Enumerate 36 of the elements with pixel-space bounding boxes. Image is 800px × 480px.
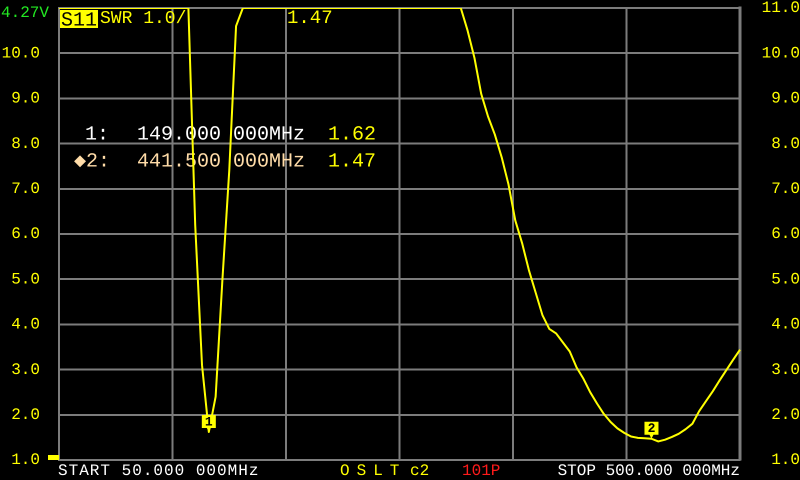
annotation: ◆2:: [74, 150, 110, 174]
y-tick-label: 10.0: [2, 44, 40, 62]
annotation: 1:: [85, 123, 110, 146]
annotation: SWR 1.0/: [100, 8, 186, 29]
annotation: 1.62: [328, 123, 376, 146]
y2-tick-label: 1.0: [771, 451, 800, 470]
y-tick-label: 1.0: [11, 451, 40, 470]
annotation: 1.47: [328, 150, 376, 174]
y2-tick-label: 10.0: [762, 44, 800, 62]
series-label: S11: [61, 9, 98, 32]
y2-tick-label: 9.0: [771, 90, 800, 108]
y2-tick-label: 7.0: [771, 180, 800, 198]
annotation: 1.47: [287, 7, 333, 30]
text: c2: [410, 462, 430, 480]
y-tick-label: 5.0: [11, 270, 40, 288]
y-tick-label: 8.0: [11, 134, 40, 153]
y2-tick-label: 2.0: [771, 406, 800, 424]
y2-tick-label: 11.0: [762, 0, 800, 18]
y-tick-label: 9.0: [11, 90, 40, 108]
annotation: 2: [648, 421, 656, 436]
y-tick-label: 3.0: [11, 360, 40, 379]
y2-tick-label: 3.0: [771, 360, 800, 379]
y-tick-label: 7.0: [11, 180, 40, 198]
text: STOP 500.000 000MHz: [558, 462, 740, 480]
y2-tick-label: 5.0: [771, 270, 800, 288]
y2-tick-label: 6.0: [771, 225, 800, 244]
y2-tick-label: 4.0: [771, 316, 800, 334]
y-tick-label: 4.0: [11, 316, 40, 334]
text: START 50.000 000MHz: [58, 462, 260, 480]
text: 4.27V: [1, 4, 50, 22]
y-tick-label: 6.0: [11, 225, 40, 244]
y-tick-label: 2.0: [11, 406, 40, 424]
y2-tick-label: 8.0: [771, 134, 800, 153]
annotation: 1: [204, 414, 213, 430]
text: OSLT: [340, 462, 406, 480]
text: 101P: [462, 462, 500, 480]
